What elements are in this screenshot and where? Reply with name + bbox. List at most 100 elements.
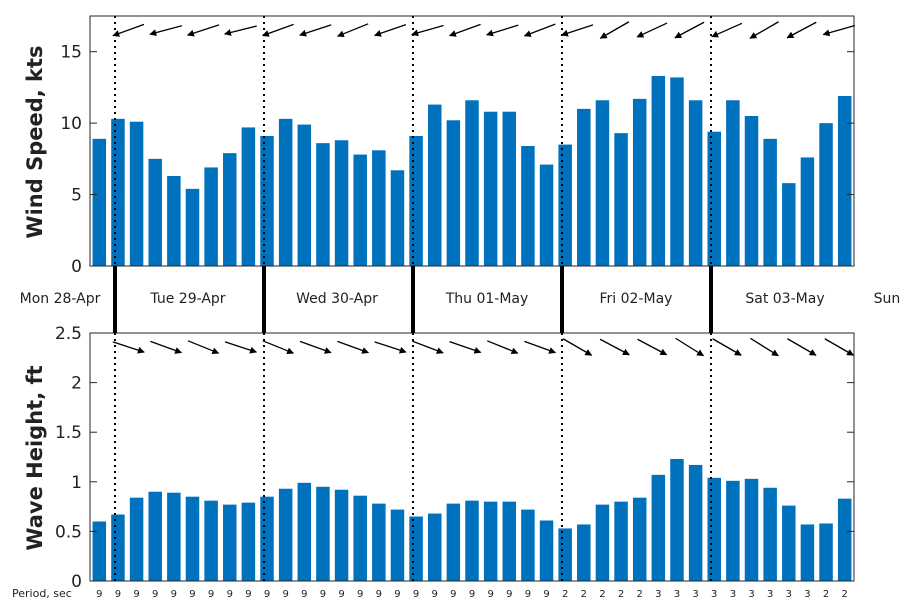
wind-bar: [372, 150, 386, 266]
wave-plot-frame: [89, 332, 855, 582]
y-tick-label: 10: [60, 114, 82, 134]
day-label: Wed 30-Apr: [296, 291, 378, 307]
wind-arrow: [448, 23, 481, 37]
wave-bar: [614, 501, 628, 581]
wave-arrow: [112, 341, 145, 354]
period-value: 9: [432, 589, 438, 600]
wind-arrow: [149, 25, 183, 37]
wave-bar: [390, 509, 405, 581]
wave-arrow: [562, 338, 593, 356]
wind-arrow: [224, 25, 257, 36]
period-value: 3: [692, 589, 698, 600]
wind-bar: [260, 136, 274, 266]
wind-bar: [521, 146, 535, 266]
period-value: 3: [674, 589, 680, 600]
wind-bar: [167, 176, 181, 266]
period-value: 2: [823, 589, 829, 600]
period-value: 9: [525, 589, 531, 600]
wave-arrow: [824, 338, 854, 356]
wind-bar: [688, 100, 703, 267]
wave-bar: [241, 502, 256, 581]
day-separators: [113, 16, 713, 581]
wave-arrow: [299, 340, 332, 354]
wind-bar: [632, 98, 647, 266]
period-value: 9: [208, 589, 214, 600]
wave-bar: [726, 480, 740, 581]
wave-arrow: [187, 340, 220, 355]
wind-bar: [558, 144, 572, 266]
wind-arrow: [674, 21, 705, 39]
wind-bar: [409, 136, 423, 266]
period-value: 9: [282, 589, 288, 600]
wind-plot-frame: [89, 15, 855, 267]
period-value: 9: [469, 589, 475, 600]
period-value: 2: [618, 589, 624, 600]
wave-bar: [577, 524, 591, 581]
wind-bar: [278, 118, 293, 266]
period-value: 9: [487, 589, 493, 600]
wind-bar: [111, 118, 125, 266]
wind-bar: [651, 76, 666, 266]
y-tick-label: 1: [71, 473, 82, 493]
wave-bar: [670, 458, 684, 581]
wind-bar: [502, 111, 517, 266]
wave-bar: [632, 497, 647, 581]
y-tick-label: 0: [71, 572, 82, 592]
wind-bar: [334, 140, 349, 266]
wave-bar: [427, 513, 442, 581]
wind-bar: [539, 164, 554, 266]
wind-arrow: [523, 23, 556, 37]
wind-arrow: [636, 22, 668, 38]
wind-bar: [185, 188, 200, 266]
wind-bar: [446, 120, 461, 267]
wave-arrow: [486, 340, 519, 355]
wave-arrow: [524, 340, 557, 354]
wave-bar: [837, 498, 852, 581]
wave-arrow: [337, 340, 370, 354]
wind-bar: [427, 104, 442, 266]
day-label: Sun: [874, 291, 900, 307]
period-value: 9: [320, 589, 326, 600]
wave-arrow: [637, 338, 668, 356]
wave-bar: [539, 520, 554, 581]
day-label: Fri 02-May: [600, 291, 673, 307]
wind-arrow: [711, 22, 743, 38]
wind-bar: [241, 127, 256, 266]
wave-bar: [204, 500, 218, 581]
wave-arrow: [150, 340, 183, 354]
wind-bar: [595, 100, 610, 267]
wave-bar: [651, 474, 666, 581]
wave-bar: [260, 496, 274, 581]
wave-bar: [595, 504, 610, 581]
day-label: Thu 01-May: [445, 291, 529, 307]
period-value: 3: [786, 589, 792, 600]
day-label: Mon 28-Apr: [20, 291, 101, 307]
wind-arrow: [599, 21, 630, 39]
wind-arrow: [822, 24, 856, 37]
period-value: 9: [115, 589, 121, 600]
wave-bar: [558, 528, 572, 581]
wave-bar: [483, 501, 498, 581]
wave-arrow: [749, 337, 779, 357]
wave-bar: [129, 497, 144, 581]
period-value: 9: [413, 589, 419, 600]
wave-bar: [502, 501, 517, 581]
wind-arrow: [299, 24, 332, 37]
period-axis-label: Period, sec: [12, 587, 72, 600]
wave-bar: [353, 495, 367, 581]
wind-bar: [707, 131, 721, 266]
wave-arrow: [712, 338, 742, 356]
wave-height-chart: Wave Height, ft 0 0.5 1 1.5 2 2.5 Period, sec…: [12, 324, 855, 600]
y-tick-label: 0.5: [55, 522, 82, 542]
y-tick-label: 2: [71, 374, 82, 394]
wave-arrow: [374, 341, 407, 354]
period-value: 9: [301, 589, 307, 600]
wave-arrow: [675, 337, 705, 357]
wind-bar: [614, 133, 628, 266]
wave-bar: [297, 482, 312, 581]
wave-y-axis-label: Wave Height, ft: [23, 365, 47, 550]
wind-bar: [353, 154, 367, 266]
wave-arrow: [787, 338, 817, 356]
wind-bar: [223, 153, 237, 266]
period-value: 2: [841, 589, 847, 600]
